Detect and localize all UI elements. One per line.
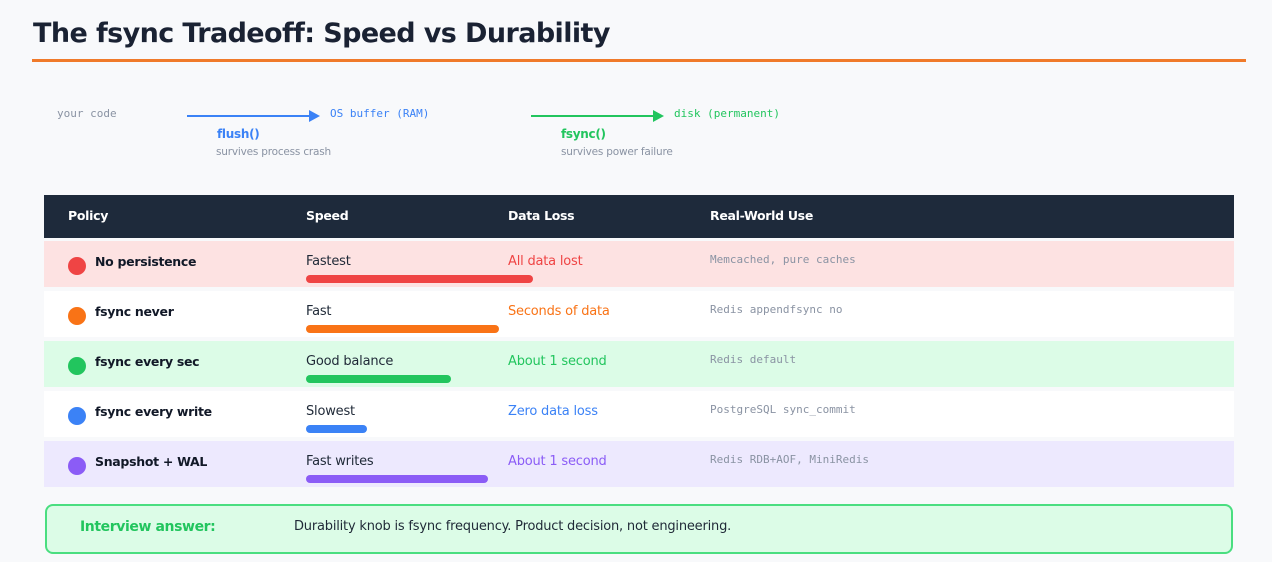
- data-loss-cell: Zero data loss: [508, 404, 598, 419]
- real-world-use-cell: Redis RDB+AOF, MiniRedis: [710, 453, 869, 466]
- speed-bar: [306, 475, 488, 483]
- real-world-use-cell: Memcached, pure caches: [710, 253, 856, 266]
- real-world-use-cell: Redis appendfsync no: [710, 303, 843, 316]
- status-dot-icon: [68, 357, 86, 375]
- speed-cell: Fast: [306, 304, 332, 319]
- real-world-use-cell: PostgreSQL sync_commit: [710, 403, 856, 416]
- real-world-use-cell: Redis default: [710, 353, 797, 366]
- fsync-arrow-head-icon: [653, 110, 664, 122]
- policy-cell: fsync every write: [95, 404, 212, 419]
- fsync-note: survives power failure: [561, 146, 673, 158]
- speed-cell: Fast writes: [306, 454, 374, 469]
- flush-note: survives process crash: [216, 146, 331, 158]
- flow-disk-label: disk (permanent): [674, 107, 780, 120]
- policy-cell: fsync never: [95, 304, 174, 319]
- flush-arrow-head-icon: [309, 110, 320, 122]
- flush-arrow-line: [187, 115, 309, 117]
- interview-answer-callout: Interview answer: Durability knob is fsy…: [45, 504, 1233, 554]
- header-data-loss: Data Loss: [508, 208, 575, 223]
- speed-bar: [306, 375, 451, 383]
- fsync-arrow-line: [531, 115, 653, 117]
- table-row: fsync every sec Good balance About 1 sec…: [44, 341, 1234, 387]
- speed-cell: Good balance: [306, 354, 394, 369]
- status-dot-icon: [68, 407, 86, 425]
- policy-cell: Snapshot + WAL: [95, 454, 208, 469]
- policy-cell: fsync every sec: [95, 354, 200, 369]
- speed-cell: Slowest: [306, 404, 355, 419]
- status-dot-icon: [68, 257, 86, 275]
- policy-cell: No persistence: [95, 254, 197, 269]
- speed-bar: [306, 425, 367, 433]
- speed-bar: [306, 325, 499, 333]
- data-loss-cell: All data lost: [508, 254, 583, 269]
- table-row: Snapshot + WAL Fast writes About 1 secon…: [44, 441, 1234, 487]
- data-loss-cell: About 1 second: [508, 354, 607, 369]
- status-dot-icon: [68, 307, 86, 325]
- answer-text: Durability knob is fsync frequency. Prod…: [294, 519, 732, 534]
- table-row: fsync every write Slowest Zero data loss…: [44, 391, 1234, 437]
- header-real-world-use: Real-World Use: [710, 208, 813, 223]
- answer-label: Interview answer:: [80, 519, 216, 535]
- policy-table: Policy Speed Data Loss Real-World Use No…: [44, 195, 1234, 487]
- status-dot-icon: [68, 457, 86, 475]
- data-loss-cell: About 1 second: [508, 454, 607, 469]
- table-row: No persistence Fastest All data lost Mem…: [44, 241, 1234, 287]
- flow-source-label: your code: [57, 107, 117, 120]
- flow-ram-label: OS buffer (RAM): [330, 107, 430, 120]
- header-speed: Speed: [306, 208, 349, 223]
- title-divider: [32, 59, 1246, 62]
- table-row: fsync never Fast Seconds of data Redis a…: [44, 291, 1234, 337]
- table-header: Policy Speed Data Loss Real-World Use: [44, 195, 1234, 238]
- header-policy: Policy: [68, 208, 109, 223]
- data-loss-cell: Seconds of data: [508, 304, 610, 319]
- speed-cell: Fastest: [306, 254, 351, 269]
- speed-bar: [306, 275, 533, 283]
- page-title: The fsync Tradeoff: Speed vs Durability: [33, 18, 610, 49]
- flush-op: flush(): [217, 127, 260, 141]
- fsync-op: fsync(): [561, 127, 606, 141]
